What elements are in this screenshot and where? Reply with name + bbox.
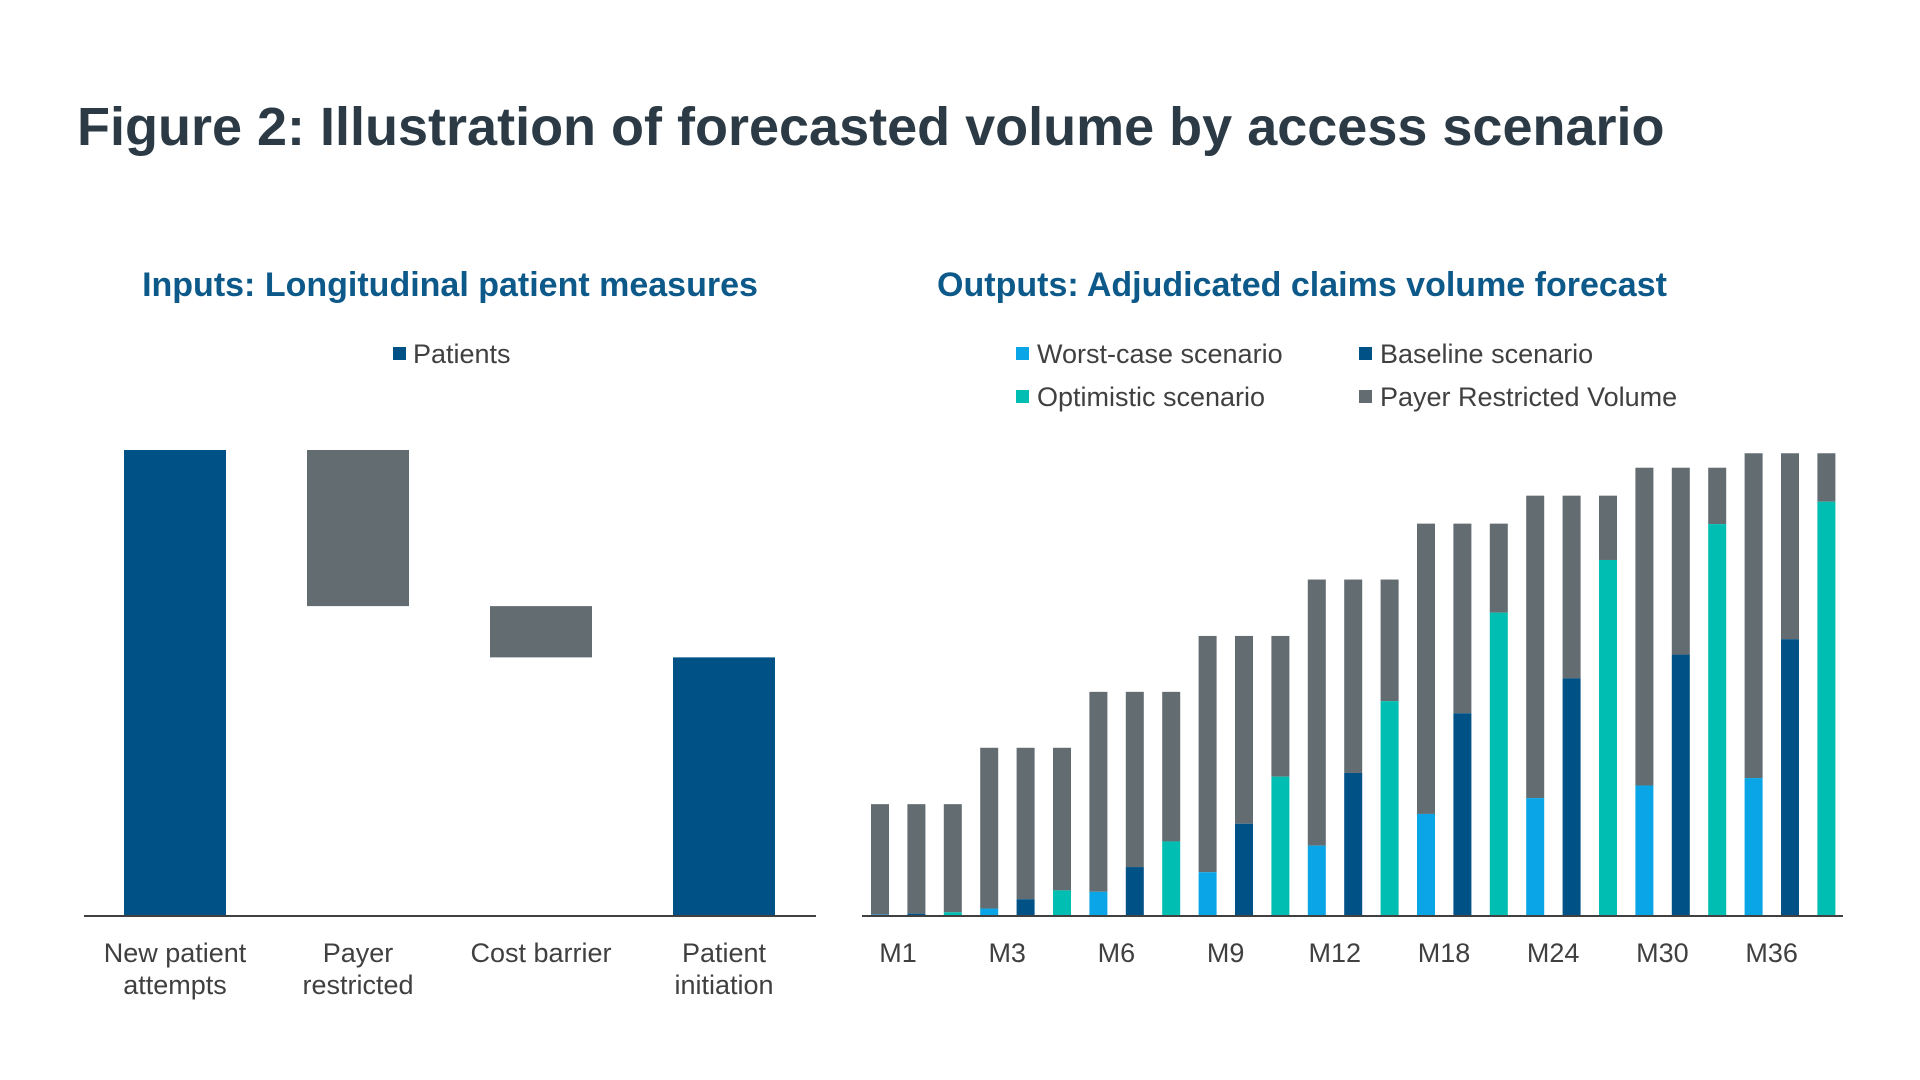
x-tick-label-new-patient-attempts: New patient attempts bbox=[104, 938, 247, 1000]
bar-cost-barrier bbox=[490, 606, 592, 658]
bar-m24-worst-case-scenario-payer-restricted bbox=[1526, 495, 1545, 799]
legend-swatch bbox=[393, 347, 406, 360]
bar-m9-baseline-scenario-payer-restricted bbox=[1235, 635, 1253, 824]
bar-m18-optimistic-scenario bbox=[1489, 612, 1508, 916]
bar-m12-worst-case-scenario bbox=[1307, 845, 1326, 916]
legend-swatch bbox=[1016, 347, 1029, 360]
legend-item-optimistic-scenario: Optimistic scenario bbox=[1016, 382, 1265, 412]
bar-m18-worst-case-scenario bbox=[1417, 813, 1435, 916]
right-chart-bars bbox=[871, 453, 1836, 916]
page-title: Figure 2: Illustration of forecasted vol… bbox=[77, 97, 1665, 157]
bar-m30-baseline-scenario-payer-restricted bbox=[1671, 467, 1690, 655]
legend-swatch bbox=[1359, 347, 1372, 360]
bar-m1-baseline-scenario-payer-restricted bbox=[907, 804, 926, 914]
bar-m36-baseline-scenario-payer-restricted bbox=[1781, 453, 1799, 640]
legend-label: Patients bbox=[413, 339, 511, 369]
bar-m36-worst-case-scenario-payer-restricted bbox=[1744, 453, 1763, 779]
bar-m12-worst-case-scenario-payer-restricted bbox=[1307, 579, 1326, 846]
bar-payer-restricted bbox=[307, 450, 409, 607]
legend-swatch bbox=[1016, 390, 1029, 403]
left-chart-bars bbox=[124, 450, 775, 916]
bar-m9-optimistic-scenario-payer-restricted bbox=[1271, 635, 1290, 777]
bar-m3-optimistic-scenario-payer-restricted bbox=[1053, 747, 1071, 891]
bar-m3-worst-case-scenario-payer-restricted bbox=[980, 747, 999, 909]
bar-m6-optimistic-scenario bbox=[1162, 841, 1181, 916]
left-chart-title: Inputs: Longitudinal patient measures bbox=[142, 266, 758, 304]
bar-m18-worst-case-scenario-payer-restricted bbox=[1417, 523, 1435, 814]
x-tick-label-m30: M30 bbox=[1636, 938, 1689, 968]
bar-m1-optimistic-scenario-payer-restricted bbox=[943, 804, 962, 913]
bar-m6-baseline-scenario-payer-restricted bbox=[1125, 691, 1144, 868]
bar-m9-baseline-scenario bbox=[1235, 823, 1253, 916]
left-chart-legend: Patients bbox=[393, 339, 511, 369]
x-tick-label-cost-barrier: Cost barrier bbox=[470, 938, 611, 968]
bar-m24-baseline-scenario bbox=[1562, 678, 1581, 916]
legend-swatch bbox=[1359, 390, 1372, 403]
legend-label: Baseline scenario bbox=[1380, 339, 1593, 369]
x-tick-label-m1: M1 bbox=[879, 938, 917, 968]
bar-m9-optimistic-scenario bbox=[1271, 776, 1290, 916]
right-x-tick-labels: M1 M3 M6 M9 M12 M18 M24 M30 M36 bbox=[879, 938, 1798, 968]
bar-m3-optimistic-scenario bbox=[1053, 890, 1071, 916]
x-tick-label-m3: M3 bbox=[988, 938, 1026, 968]
x-tick-label-payer-restricted: Payer restricted bbox=[302, 938, 413, 1000]
bar-m3-worst-case-scenario bbox=[980, 908, 999, 916]
x-tick-label-patient-initiation: Patient initiation bbox=[674, 938, 773, 1000]
x-tick-label-m6: M6 bbox=[1098, 938, 1136, 968]
x-tick-label-m9: M9 bbox=[1207, 938, 1245, 968]
x-tick-label-m24: M24 bbox=[1527, 938, 1580, 968]
bar-m1-optimistic-scenario bbox=[943, 912, 962, 916]
legend-label: Worst-case scenario bbox=[1037, 339, 1283, 369]
bar-m18-baseline-scenario-payer-restricted bbox=[1453, 523, 1472, 714]
legend-label: Payer Restricted Volume bbox=[1380, 382, 1677, 412]
bar-m30-optimistic-scenario bbox=[1708, 524, 1727, 916]
x-tick-label-m12: M12 bbox=[1309, 938, 1362, 968]
bar-m12-optimistic-scenario bbox=[1380, 701, 1399, 916]
bar-m18-baseline-scenario bbox=[1453, 713, 1472, 916]
bar-m36-worst-case-scenario bbox=[1744, 778, 1763, 916]
bar-m12-baseline-scenario-payer-restricted bbox=[1344, 579, 1363, 773]
bar-m30-baseline-scenario bbox=[1671, 654, 1690, 916]
bar-m12-optimistic-scenario-payer-restricted bbox=[1380, 579, 1399, 702]
bar-m12-baseline-scenario bbox=[1344, 772, 1363, 916]
legend-item-patients: Patients bbox=[393, 339, 511, 369]
legend-item-baseline-scenario: Baseline scenario bbox=[1359, 339, 1593, 369]
left-x-tick-labels: New patient attempts Payer restricted Cost b… bbox=[104, 938, 774, 1000]
bar-m36-baseline-scenario bbox=[1781, 639, 1799, 916]
bar-patient-initiation bbox=[673, 657, 775, 916]
legend-item-payer-restricted-volume: Payer Restricted Volume bbox=[1359, 382, 1677, 412]
bar-m9-worst-case-scenario-payer-restricted bbox=[1198, 635, 1217, 873]
bar-new-patient-attempts bbox=[124, 450, 226, 916]
right-chart-legend: Worst-case scenario Baseline scenario Opti… bbox=[1016, 339, 1677, 412]
bar-m30-worst-case-scenario-payer-restricted bbox=[1635, 467, 1654, 786]
bar-m24-worst-case-scenario bbox=[1526, 798, 1545, 916]
bar-m30-optimistic-scenario-payer-restricted bbox=[1708, 467, 1727, 525]
bar-m9-worst-case-scenario bbox=[1198, 872, 1217, 916]
bar-m6-worst-case-scenario bbox=[1089, 891, 1108, 916]
bar-m24-optimistic-scenario bbox=[1599, 559, 1617, 916]
right-chart-title: Outputs: Adjudicated claims volume forec… bbox=[937, 266, 1667, 304]
x-tick-label-m36: M36 bbox=[1745, 938, 1798, 968]
bar-m18-optimistic-scenario-payer-restricted bbox=[1489, 523, 1508, 613]
bar-m1-worst-case-scenario-payer-restricted bbox=[871, 804, 889, 915]
x-tick-label-m18: M18 bbox=[1418, 938, 1471, 968]
bar-m24-optimistic-scenario-payer-restricted bbox=[1599, 495, 1617, 560]
bar-m36-optimistic-scenario bbox=[1817, 501, 1836, 916]
bar-m6-optimistic-scenario-payer-restricted bbox=[1162, 691, 1181, 842]
bar-m30-worst-case-scenario bbox=[1635, 785, 1654, 916]
bar-m3-baseline-scenario-payer-restricted bbox=[1016, 747, 1035, 900]
bar-m6-baseline-scenario bbox=[1125, 867, 1144, 916]
legend-label: Optimistic scenario bbox=[1037, 382, 1265, 412]
bar-m3-baseline-scenario bbox=[1016, 899, 1035, 916]
bar-m6-worst-case-scenario-payer-restricted bbox=[1089, 691, 1108, 892]
bar-m36-optimistic-scenario-payer-restricted bbox=[1817, 453, 1836, 502]
bar-m1-baseline-scenario bbox=[907, 913, 926, 916]
legend-item-worst-case-scenario: Worst-case scenario bbox=[1016, 339, 1283, 369]
bar-m24-baseline-scenario-payer-restricted bbox=[1562, 495, 1581, 679]
